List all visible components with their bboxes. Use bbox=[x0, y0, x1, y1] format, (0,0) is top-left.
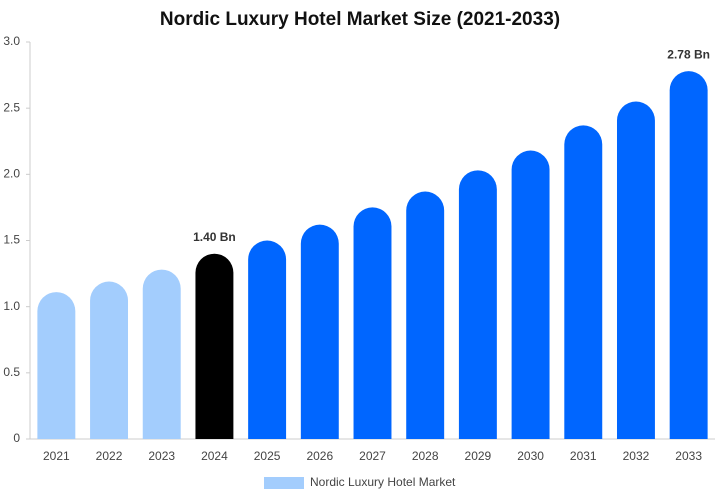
x-tick-label: 2028 bbox=[412, 449, 439, 463]
bar bbox=[353, 207, 392, 439]
y-tick-label: 1.0 bbox=[3, 299, 20, 313]
y-tick-label: 0 bbox=[13, 431, 20, 445]
bar bbox=[195, 253, 234, 439]
y-tick-label: 3.0 bbox=[3, 34, 20, 48]
bar bbox=[37, 292, 76, 439]
value-label: 1.40 Bn bbox=[193, 230, 236, 244]
bar bbox=[300, 224, 339, 439]
x-tick-label: 2026 bbox=[306, 449, 333, 463]
x-tick-label: 2032 bbox=[623, 449, 650, 463]
legend-label: Nordic Luxury Hotel Market bbox=[310, 475, 456, 489]
x-tick-label: 2030 bbox=[517, 449, 544, 463]
x-tick-label: 2024 bbox=[201, 449, 228, 463]
bar bbox=[669, 71, 708, 439]
bar bbox=[458, 170, 497, 439]
legend-swatch bbox=[264, 477, 304, 489]
value-label: 2.78 Bn bbox=[667, 47, 710, 61]
x-tick-label: 2021 bbox=[43, 449, 70, 463]
x-tick-label: 2029 bbox=[465, 449, 492, 463]
x-tick-label: 2033 bbox=[675, 449, 702, 463]
bar bbox=[248, 240, 287, 439]
x-tick-label: 2031 bbox=[570, 449, 597, 463]
bar bbox=[511, 150, 550, 440]
x-tick-label: 2027 bbox=[359, 449, 386, 463]
y-tick-label: 1.5 bbox=[3, 233, 20, 247]
bar bbox=[406, 191, 445, 439]
x-tick-label: 2022 bbox=[96, 449, 123, 463]
chart-title: Nordic Luxury Hotel Market Size (2021-20… bbox=[160, 9, 560, 30]
x-tick-label: 2025 bbox=[254, 449, 281, 463]
y-tick-label: 2.5 bbox=[3, 100, 20, 114]
y-tick-label: 2.0 bbox=[3, 167, 20, 181]
bar bbox=[90, 281, 129, 439]
bar bbox=[142, 269, 181, 439]
bar bbox=[564, 125, 603, 439]
x-tick-label: 2023 bbox=[148, 449, 175, 463]
y-tick-label: 0.5 bbox=[3, 365, 20, 379]
bar bbox=[616, 101, 655, 440]
